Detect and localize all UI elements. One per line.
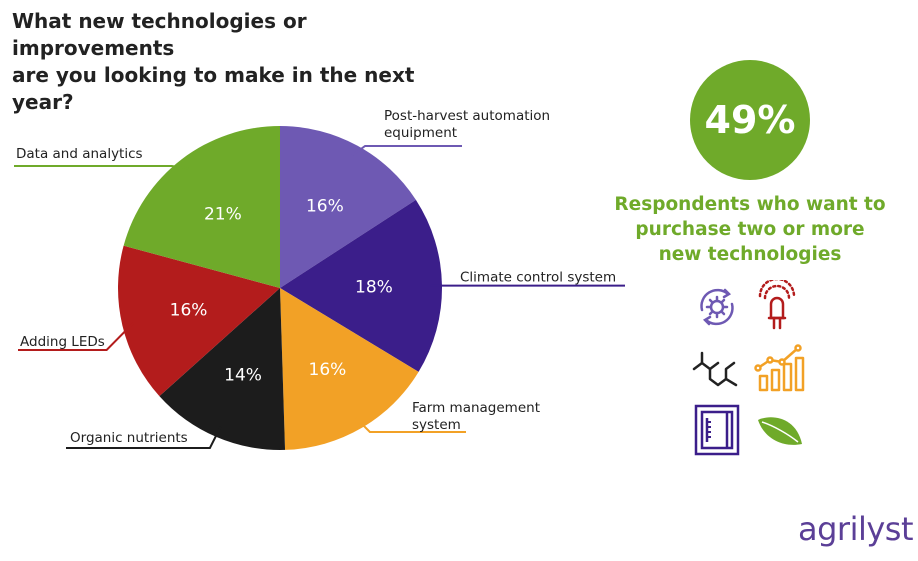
pie-slice — [123, 126, 280, 288]
pie-leader-line — [14, 165, 189, 170]
nutrient-molecule-icon — [692, 351, 738, 387]
stat-caption-line-2: purchase two or more — [635, 219, 865, 240]
pie-value-label: 18% — [355, 278, 393, 298]
pie-leader-line — [66, 426, 222, 449]
pie-category-label: Farm management system — [412, 400, 540, 433]
automation-gear-icon — [700, 288, 734, 326]
pie-value-labels: 16% 18% 16% 14% 16% 21% — [170, 196, 393, 385]
pie-category-label: Climate control system — [460, 270, 616, 286]
pie-slice — [280, 288, 419, 450]
stat-value: 49% — [704, 98, 796, 142]
pie-category-label: Data and analytics — [16, 146, 143, 162]
brand-logo: agrilyst — [798, 510, 914, 548]
stat-caption: Respondents who want to purchase two or … — [610, 192, 890, 267]
pie-leader-line — [18, 322, 135, 351]
pie-slices — [118, 126, 442, 450]
analytics-chart-icon — [754, 344, 805, 392]
pie-value-label: 21% — [204, 204, 242, 224]
pie-value-label: 16% — [309, 360, 347, 380]
pie-leader-line — [351, 145, 462, 157]
stat-circle: 49% — [690, 60, 810, 180]
chart-title: What new technologies or improvements ar… — [12, 8, 432, 116]
pie-slice — [280, 199, 442, 372]
leaf-icon — [758, 417, 802, 445]
pie-slice — [118, 245, 281, 397]
pie-value-label: 14% — [224, 365, 262, 385]
climate-control-panel-icon — [694, 404, 740, 456]
pie-leader-lines — [14, 145, 625, 449]
pie-category-label: Post-harvest automation equipment — [384, 108, 550, 141]
stat-caption-line-1: Respondents who want to — [614, 194, 886, 215]
pie-slice — [159, 288, 286, 450]
pie-value-label: 16% — [306, 196, 344, 216]
pie-slice — [280, 126, 416, 288]
led-light-icon — [758, 280, 796, 330]
pie-leader-line — [355, 417, 466, 433]
pie-category-label: Adding LEDs — [20, 334, 105, 350]
pie-value-label: 16% — [170, 301, 208, 321]
pie-category-labels: Post-harvest automation equipment Climate … — [16, 108, 616, 446]
chart-title-line-1: What new technologies or improvements — [12, 9, 307, 60]
pie-category-label: Organic nutrients — [70, 430, 188, 446]
chart-title-line-2: are you looking to make in the next year… — [12, 63, 415, 114]
stat-caption-line-3: new technologies — [658, 244, 842, 265]
